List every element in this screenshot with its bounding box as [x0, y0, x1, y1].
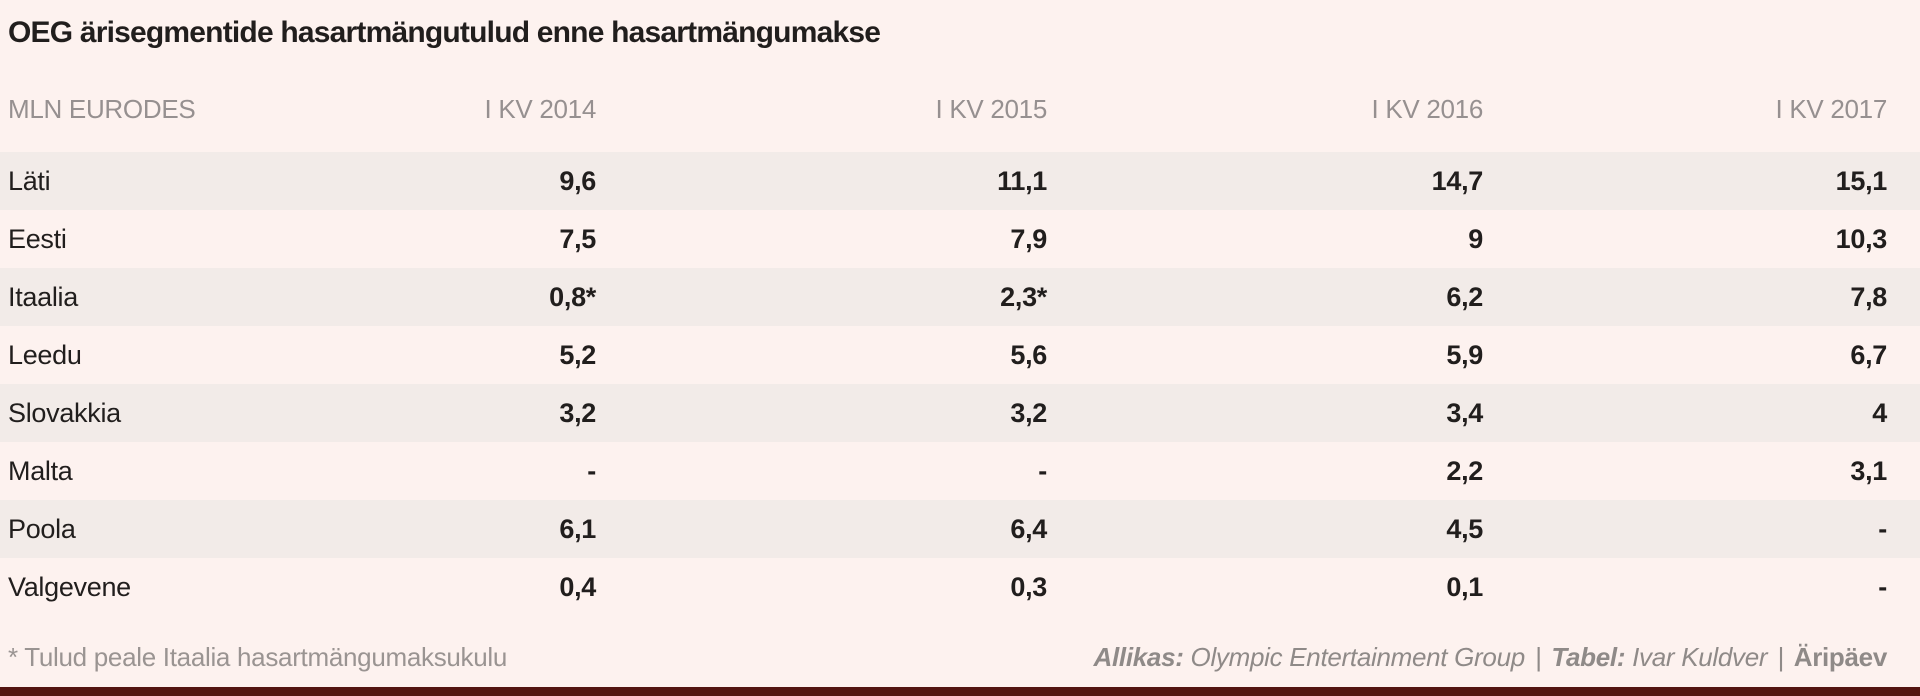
value-cell: 9,6 [559, 166, 596, 196]
value-cell: 5,2 [559, 340, 596, 370]
row-label: Slovakkia [8, 398, 121, 428]
table-row: Itaalia 0,8* 2,3* 6,2 7,8 [0, 268, 1920, 326]
table-header-row: MLN EURODES I KV 2014 I KV 2015 I KV 201… [0, 93, 1920, 125]
data-table: Läti 9,6 11,1 14,7 15,1 Eesti 7,5 7,9 9 … [0, 152, 1920, 616]
row-label: Valgevene [8, 572, 131, 602]
value-cell: 6,2 [1446, 282, 1483, 312]
credits: Allikas: Olympic Entertainment Group | Tab… [1094, 642, 1888, 673]
row-label: Leedu [8, 340, 82, 370]
table-row: Valgevene 0,4 0,3 0,1 - [0, 558, 1920, 616]
value-cell: 6,7 [1850, 340, 1887, 370]
unit-label: MLN EURODES [8, 93, 196, 124]
source-name: Olympic Entertainment Group [1190, 642, 1526, 672]
value-cell: 14,7 [1431, 166, 1484, 196]
value-cell: - [587, 456, 596, 486]
value-cell: 7,9 [1010, 224, 1047, 254]
value-cell: 7,8 [1850, 282, 1887, 312]
value-cell: 10,3 [1835, 224, 1888, 254]
table-row: Eesti 7,5 7,9 9 10,3 [0, 210, 1920, 268]
table-row: Malta - - 2,2 3,1 [0, 442, 1920, 500]
value-cell: 2,3* [1000, 282, 1047, 312]
value-cell: 9 [1468, 224, 1483, 254]
row-label: Poola [8, 514, 76, 544]
page-title: OEG ärisegmentide hasartmängutulud enne … [8, 16, 881, 49]
value-cell: 15,1 [1835, 166, 1888, 196]
value-cell: 3,1 [1850, 456, 1887, 486]
value-cell: 3,2 [1010, 398, 1047, 428]
table-author-name: Ivar Kuldver [1632, 642, 1768, 672]
table-row: Poola 6,1 6,4 4,5 - [0, 500, 1920, 558]
row-label: Malta [8, 456, 73, 486]
value-cell: 2,2 [1446, 456, 1483, 486]
footer: * Tulud peale Itaalia hasartmängumaksuku… [0, 642, 1920, 673]
table-row: Läti 9,6 11,1 14,7 15,1 [0, 152, 1920, 210]
value-cell: 3,2 [559, 398, 596, 428]
source-label: Allikas: [1093, 642, 1184, 672]
value-cell: - [1038, 456, 1047, 486]
value-cell: 3,4 [1446, 398, 1483, 428]
value-cell: - [1878, 514, 1887, 544]
table-row: Leedu 5,2 5,6 5,9 6,7 [0, 326, 1920, 384]
separator: | [1534, 642, 1542, 672]
separator: | [1777, 642, 1784, 672]
value-cell: 0,8* [549, 282, 596, 312]
column-header-2015: I KV 2015 [935, 93, 1048, 124]
row-label: Eesti [8, 224, 67, 254]
value-cell: - [1878, 572, 1887, 602]
value-cell: 4,5 [1446, 514, 1483, 544]
footnote: * Tulud peale Itaalia hasartmängumaksuku… [8, 642, 508, 672]
value-cell: 7,5 [559, 224, 596, 254]
value-cell: 0,1 [1446, 572, 1483, 602]
value-cell: 5,9 [1446, 340, 1483, 370]
value-cell: 0,4 [559, 572, 596, 602]
brand-logo-text: Äripäev [1793, 642, 1888, 672]
row-label: Itaalia [8, 282, 78, 312]
value-cell: 4 [1872, 398, 1887, 428]
value-cell: 11,1 [997, 166, 1047, 196]
row-label: Läti [8, 166, 51, 196]
column-header-2017: I KV 2017 [1775, 93, 1888, 124]
value-cell: 6,4 [1010, 514, 1047, 544]
value-cell: 5,6 [1010, 340, 1047, 370]
brand-accent-bar [0, 687, 1920, 696]
table-row: Slovakkia 3,2 3,2 3,4 4 [0, 384, 1920, 442]
value-cell: 6,1 [559, 514, 596, 544]
value-cell: 0,3 [1010, 572, 1047, 602]
column-header-2014: I KV 2014 [484, 93, 597, 124]
table-author-label: Tabel: [1551, 642, 1626, 672]
column-header-2016: I KV 2016 [1371, 93, 1484, 124]
